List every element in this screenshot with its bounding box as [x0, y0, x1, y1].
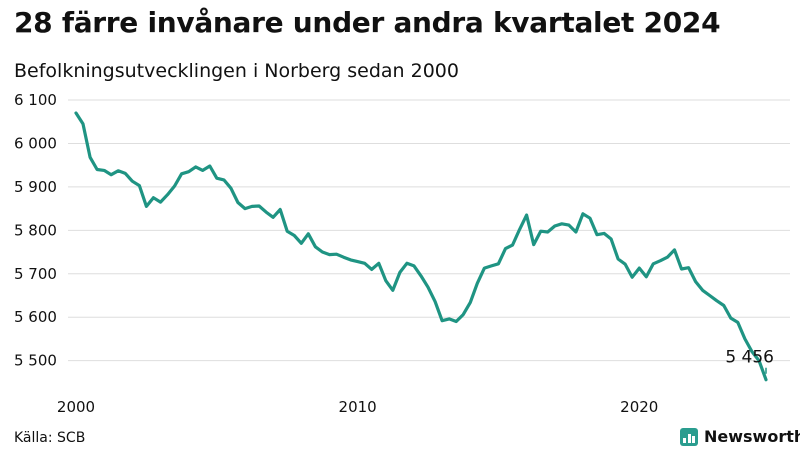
y-tick-label: 6 100: [14, 91, 57, 109]
newsworthy-brand: Newsworthy: [680, 427, 800, 446]
x-tick-label: 2020: [620, 398, 658, 416]
y-tick-label: 5 600: [14, 308, 57, 326]
annotation-layer: 5 456: [725, 348, 774, 374]
last-value-label: 5 456: [725, 348, 774, 368]
series-layer: [74, 111, 768, 382]
x-axis-ticks: 2000 2010 2020: [57, 398, 658, 416]
grid-lines: [68, 99, 790, 362]
population-series-line: [74, 111, 768, 382]
brand-name: Newsworthy: [704, 427, 800, 446]
y-tick-label: 5 500: [14, 352, 57, 370]
chart-subtitle: Befolkningsutvecklingen i Norberg sedan …: [14, 60, 459, 82]
y-tick-label: 6 000: [14, 134, 57, 152]
newsworthy-logo-icon: [680, 427, 698, 446]
x-tick-label: 2010: [339, 398, 377, 416]
y-axis-ticks: 5 500 5 600 5 700 5 800 5 900 6 000 6 100: [14, 91, 57, 370]
chart-title: 28 färre invånare under andra kvartalet …: [14, 6, 721, 39]
source-note: Källa: SCB: [14, 430, 86, 446]
y-tick-label: 5 700: [14, 265, 57, 283]
line-chart: 5 500 5 600 5 700 5 800 5 900 6 000 6 100 2000…: [14, 91, 790, 416]
x-tick-label: 2000: [57, 398, 95, 416]
y-tick-label: 5 800: [14, 221, 57, 239]
y-tick-label: 5 900: [14, 178, 57, 196]
